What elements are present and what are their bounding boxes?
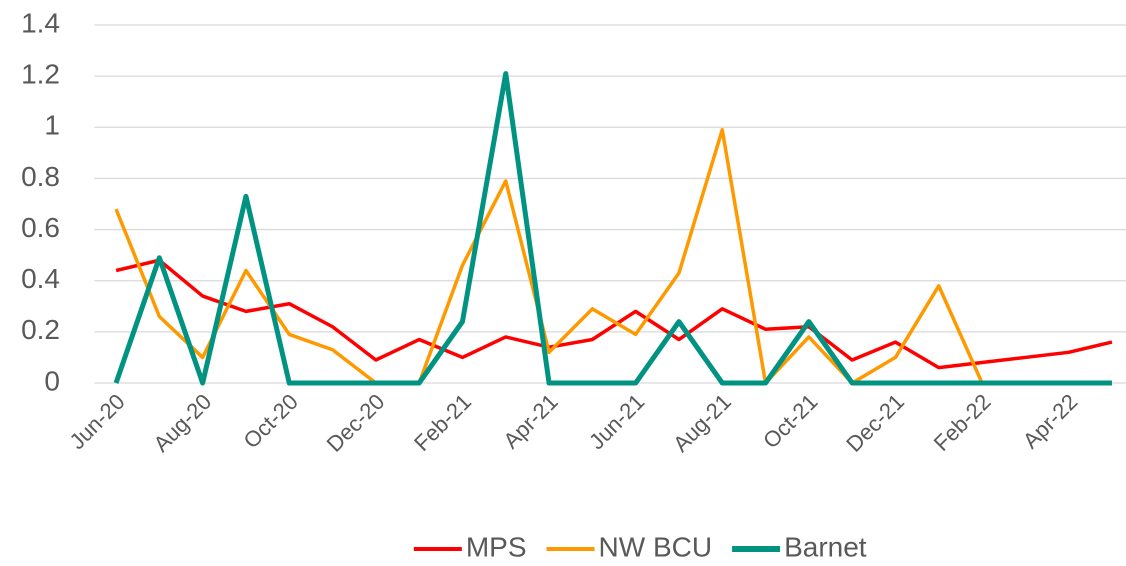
x-tick-label: Feb-22 — [929, 389, 996, 456]
x-tick-label: Feb-21 — [409, 389, 476, 456]
x-tick-label: Aug-21 — [668, 389, 736, 457]
y-tick-label: 1.2 — [21, 59, 60, 90]
y-tick-label: 0.4 — [21, 263, 60, 294]
y-tick-label: 0 — [44, 365, 60, 396]
y-tick-label: 0.8 — [21, 161, 60, 192]
x-tick-label: Oct-20 — [239, 389, 303, 453]
x-tick-label: Aug-20 — [148, 389, 216, 457]
y-tick-label: 1 — [44, 110, 60, 141]
legend-label: NW BCU — [599, 531, 713, 562]
x-tick-label: Apr-21 — [498, 389, 562, 453]
legend-label: MPS — [466, 531, 527, 562]
x-tick-label: Dec-21 — [841, 389, 909, 457]
x-tick-label: Jun-21 — [584, 389, 649, 454]
x-tick-label: Jun-20 — [64, 389, 129, 454]
x-tick-label: Apr-22 — [1018, 389, 1082, 453]
y-tick-label: 1.4 — [21, 7, 60, 38]
line-series — [113, 71, 1112, 386]
x-tick-label: Dec-20 — [322, 389, 390, 457]
line-series — [115, 258, 1113, 370]
legend: MPS NW BCU Barnet — [413, 531, 867, 562]
legend-label: Barnet — [784, 531, 867, 562]
x-tick-label: Oct-21 — [758, 389, 822, 453]
y-tick-label: 0.6 — [21, 212, 60, 243]
y-tick-label: 0.2 — [21, 314, 60, 345]
line-series — [114, 128, 1112, 385]
